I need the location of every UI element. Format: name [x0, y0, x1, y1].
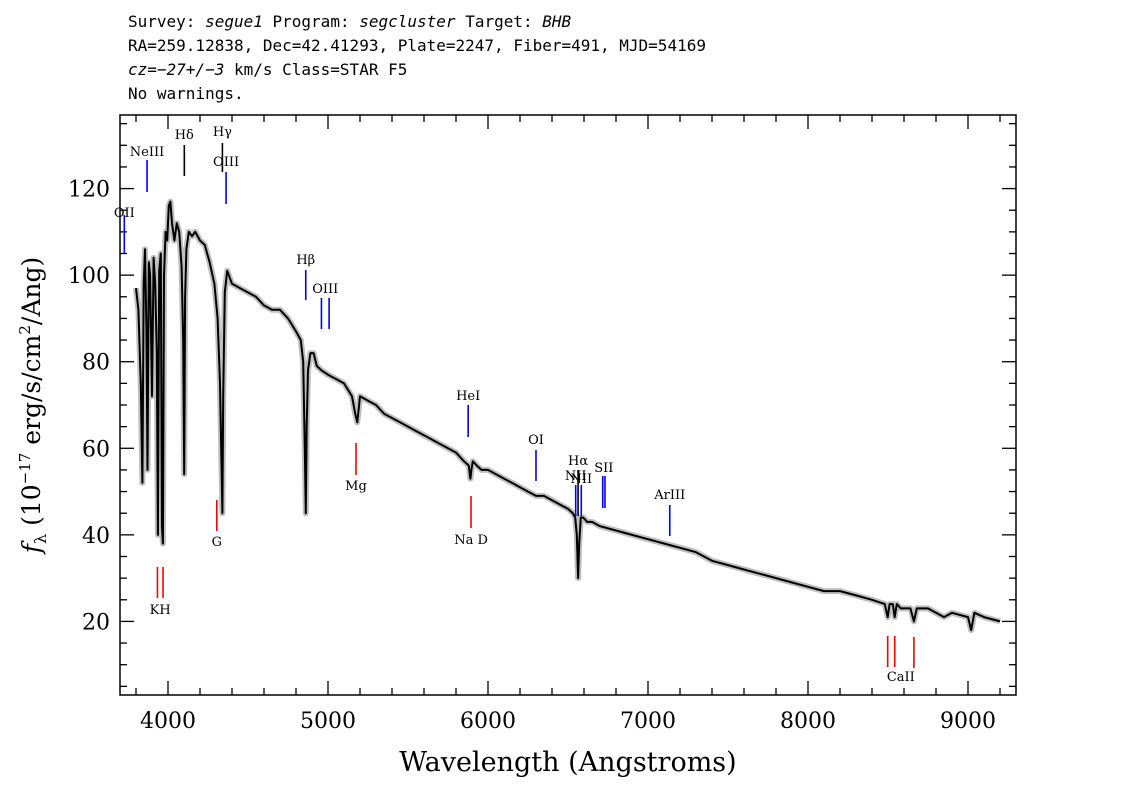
- marker-label: OIII: [312, 282, 338, 297]
- survey-value: segue1: [205, 12, 263, 31]
- y-tick-label: 20: [82, 610, 110, 635]
- y-tick-label: 40: [82, 524, 110, 549]
- marker-label: Hα: [568, 454, 588, 469]
- marker-label: NII: [565, 469, 587, 484]
- header-line-3: cz=−27+/−3 km/s Class=STAR F5: [128, 58, 706, 82]
- marker-label: HeI: [456, 389, 480, 404]
- y-tick-label: 60: [82, 437, 110, 462]
- marker-label: Hβ: [296, 253, 315, 268]
- marker-label: OIII: [213, 155, 239, 170]
- marker-label: KH: [150, 603, 171, 618]
- header-line-4: No warnings.: [128, 84, 244, 103]
- y-label-f: f: [17, 540, 46, 555]
- y-label-tail: /Ang): [17, 257, 46, 325]
- x-tick-label: 8000: [780, 709, 836, 734]
- marker-label: Hδ: [175, 128, 194, 143]
- marker-label: Hγ: [213, 125, 232, 140]
- x-tick-label: 6000: [460, 709, 516, 734]
- x-tick-label: 5000: [300, 709, 356, 734]
- x-tick-label: 7000: [620, 709, 676, 734]
- program-value: segcluster: [359, 12, 456, 31]
- x-tick-label: 4000: [140, 709, 196, 734]
- class-text: km/s Class=STAR F5: [224, 60, 408, 79]
- marker-label: Na D: [454, 533, 488, 548]
- marker-label: NII: [570, 472, 592, 487]
- survey-label: Survey:: [128, 12, 196, 31]
- marker-label: NeIII: [130, 145, 164, 160]
- y-label-mid: erg/s/cm: [17, 334, 46, 452]
- marker-label: G: [212, 535, 222, 550]
- target-value: BHB: [542, 12, 572, 31]
- y-label-exp: −17: [16, 453, 34, 485]
- y-tick-label: 100: [68, 264, 110, 289]
- plot-frame: [119, 114, 1017, 696]
- spectrum-header: Survey: segue1 Program: segcluster Targe…: [128, 10, 706, 106]
- y-axis-label: fλ (10−17 erg/s/cm2/Ang): [16, 257, 50, 556]
- y-tick-label: 80: [82, 351, 110, 376]
- header-line-2: RA=259.12838, Dec=42.41293, Plate=2247, …: [128, 36, 706, 55]
- header-line-1: Survey: segue1 Program: segcluster Targe…: [128, 10, 706, 34]
- target-label: Target:: [465, 12, 533, 31]
- marker-label: OII: [114, 206, 135, 221]
- marker-label: OI: [528, 433, 544, 448]
- line-markers-layer: [123, 143, 915, 668]
- x-tick-label: 9000: [940, 709, 996, 734]
- program-label: Program:: [272, 12, 350, 31]
- cz-value: cz=−27+/−3: [128, 60, 225, 79]
- marker-label: CaII: [887, 670, 915, 685]
- marker-label: ArIII: [653, 488, 685, 503]
- axis-ticks: 4000 5000 6000 7000 8000 9000 20 40 60 80 100 120: [68, 115, 1016, 734]
- y-label-sub: λ: [31, 534, 50, 544]
- y-tick-label: 120: [68, 178, 110, 203]
- x-axis-label: Wavelength (Angstroms): [399, 747, 736, 778]
- series-layer: [133, 198, 1001, 634]
- spectrum-line: [135, 200, 1001, 632]
- y-label-body: (10: [17, 484, 46, 534]
- marker-label: SII: [594, 461, 613, 476]
- marker-label: Mg: [345, 479, 367, 494]
- spectrum-error-band: [133, 198, 1001, 634]
- y-label-exp2: 2: [16, 325, 34, 335]
